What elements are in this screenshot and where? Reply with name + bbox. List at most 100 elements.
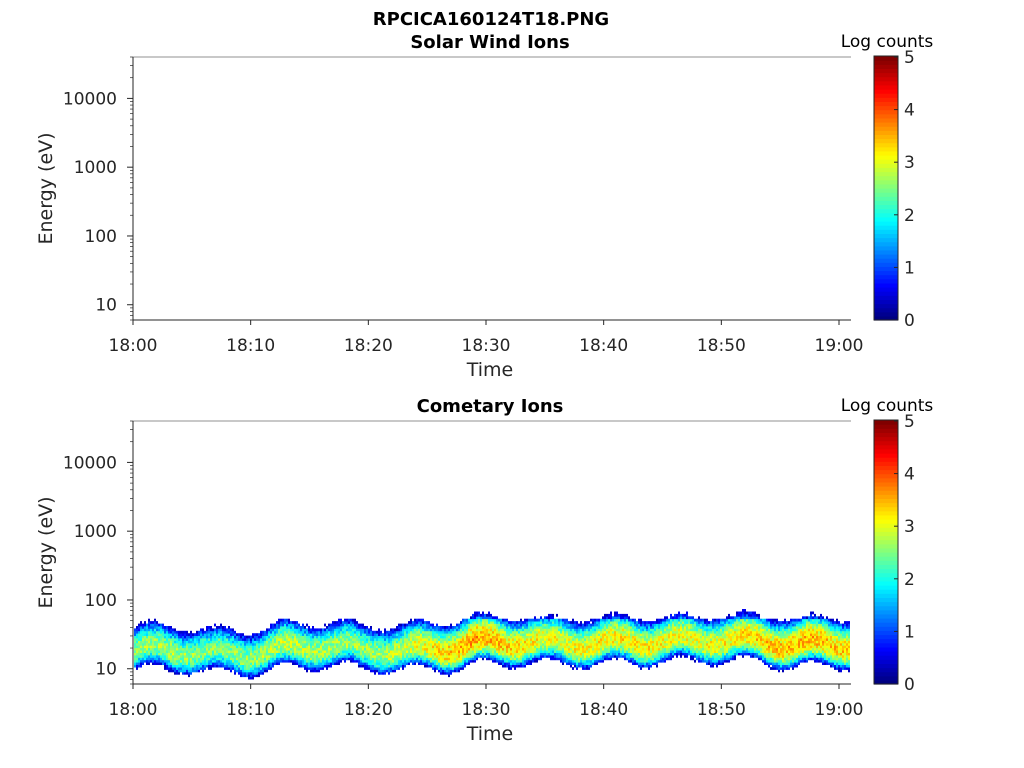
heatmap-cell (468, 655, 470, 658)
heatmap-cell (614, 623, 616, 627)
heatmap-cell (662, 633, 664, 636)
heatmap-cell (304, 655, 306, 658)
heatmap-cell (600, 633, 602, 636)
heatmap-cell (564, 628, 566, 632)
heatmap-cell (296, 621, 298, 624)
heatmap-cell (190, 642, 192, 646)
heatmap-cell (324, 645, 326, 649)
heatmap-cell (488, 655, 490, 658)
heatmap-cell (298, 655, 300, 658)
heatmap-cell (270, 647, 272, 651)
heatmap-cell (560, 618, 562, 622)
heatmap-cell (136, 640, 138, 644)
heatmap-cell (262, 647, 264, 651)
heatmap-cell (622, 623, 624, 627)
heatmap-cell (464, 621, 466, 624)
heatmap-cell (650, 635, 652, 639)
heatmap-cell (516, 626, 518, 629)
heatmap-cell (530, 657, 532, 661)
heatmap-cell (354, 650, 356, 653)
heatmap-cell (382, 650, 384, 653)
heatmap-cell (456, 657, 458, 661)
heatmap-cell (462, 657, 464, 661)
heatmap-cell (484, 652, 486, 656)
heatmap-cell (492, 652, 494, 656)
heatmap-cell (276, 638, 278, 641)
heatmap-cell (146, 662, 148, 665)
heatmap-cell (134, 657, 136, 661)
heatmap-cell (586, 638, 588, 641)
heatmap-cell (602, 633, 604, 636)
heatmap-cell (544, 635, 546, 639)
heatmap-cell (354, 630, 356, 634)
heatmap-cell (434, 638, 436, 641)
heatmap-cell (398, 657, 400, 661)
heatmap-cell (288, 645, 290, 649)
heatmap-cell (486, 616, 488, 620)
heatmap-cell (556, 635, 558, 639)
heatmap-cell (362, 647, 364, 651)
heatmap-cell (174, 630, 176, 634)
heatmap-cell (596, 638, 598, 641)
heatmap-cell (184, 650, 186, 653)
heatmap-cell (296, 623, 298, 627)
heatmap-cell (628, 657, 630, 661)
colorbar-segment (874, 245, 898, 251)
heatmap-cell (186, 662, 188, 665)
heatmap-cell (390, 667, 392, 670)
heatmap-cell (586, 650, 588, 653)
heatmap-cell (476, 633, 478, 636)
heatmap-cell (626, 657, 628, 661)
heatmap-cell (230, 650, 232, 653)
heatmap-cell (244, 635, 246, 639)
colorbar-label: Log counts (841, 32, 934, 52)
heatmap-cell (522, 652, 524, 656)
heatmap-cell (380, 664, 382, 668)
heatmap-cell (524, 638, 526, 641)
heatmap-cell (294, 628, 296, 632)
heatmap-cell (356, 645, 358, 649)
heatmap-cell (360, 633, 362, 636)
heatmap-cell (446, 652, 448, 656)
heatmap-cell (570, 645, 572, 649)
heatmap-cell (206, 650, 208, 653)
heatmap-cell (270, 623, 272, 627)
heatmap-cell (322, 657, 324, 661)
heatmap-cell (152, 655, 154, 658)
heatmap-cell (272, 630, 274, 634)
heatmap-cell (610, 628, 612, 632)
heatmap-cell (218, 650, 220, 653)
heatmap-cell (408, 621, 410, 624)
heatmap-cell (264, 642, 266, 646)
heatmap-cell (412, 628, 414, 632)
heatmap-cell (232, 662, 234, 665)
heatmap-cell (394, 633, 396, 636)
heatmap-cell (142, 642, 144, 646)
heatmap-cell (304, 652, 306, 656)
heatmap-cell (354, 638, 356, 641)
heatmap-cell (660, 630, 662, 634)
heatmap-cell (266, 638, 268, 641)
heatmap-cell (312, 662, 314, 665)
heatmap-cell (596, 618, 598, 622)
heatmap-cell (422, 635, 424, 639)
heatmap-cell (484, 647, 486, 651)
heatmap-cell (478, 616, 480, 620)
heatmap-cell (638, 638, 640, 641)
heatmap-cell (348, 630, 350, 634)
heatmap-cell (188, 674, 190, 678)
heatmap-cell (428, 655, 430, 658)
heatmap-cell (312, 652, 314, 656)
heatmap-cell (602, 652, 604, 656)
heatmap-cell (648, 662, 650, 665)
heatmap-cell (640, 630, 642, 634)
heatmap-cell (172, 645, 174, 649)
heatmap-cell (330, 638, 332, 641)
heatmap-cell (334, 662, 336, 665)
heatmap-cell (150, 652, 152, 656)
heatmap-cell (572, 635, 574, 639)
heatmap-cell (412, 650, 414, 653)
figure-title: RPCICA160124T18.PNG (373, 9, 609, 30)
heatmap-cell (300, 647, 302, 651)
heatmap-cell (504, 647, 506, 651)
